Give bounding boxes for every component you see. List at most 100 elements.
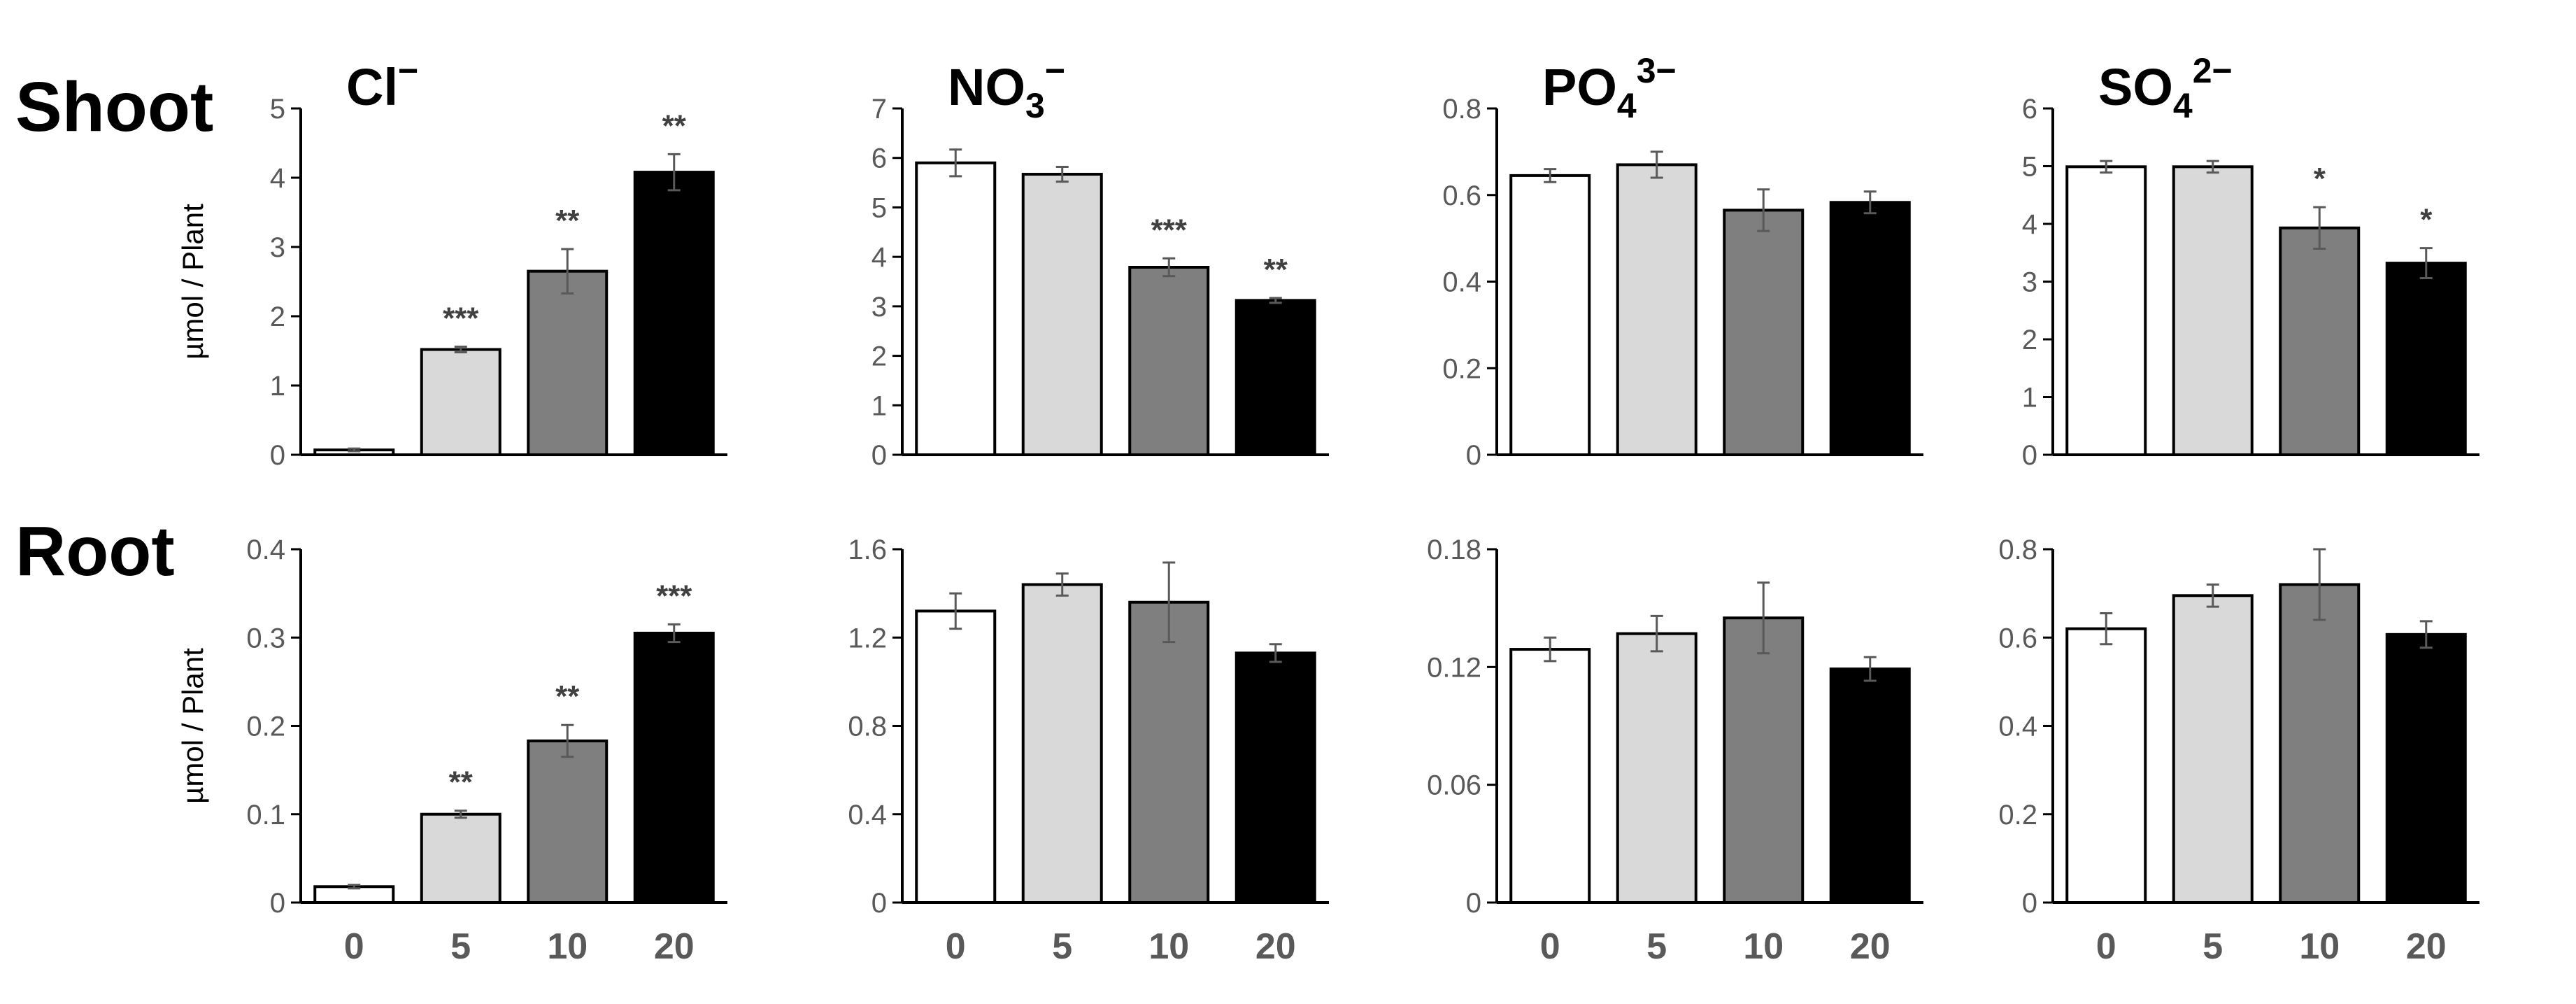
y-tick-label: 0.4	[246, 535, 285, 565]
bar-0	[915, 609, 997, 904]
bar-20	[2385, 632, 2467, 904]
significance-marker: ***	[443, 302, 479, 336]
error-bar	[1269, 297, 1282, 304]
bar-20	[1234, 299, 1316, 456]
y-tick-label: 0	[2022, 440, 2037, 471]
y-tick-label: 3	[270, 232, 285, 263]
y-tick-label: 6	[2022, 94, 2037, 125]
y-axis-label: µmol / Plant	[176, 204, 209, 360]
bar-20	[1234, 651, 1316, 904]
panel-root-2: 0 0.4 0.8 1.2 1.6 0 5 10 20	[848, 535, 1329, 967]
y-tick-label: 2	[871, 341, 887, 372]
panel-title-shoot-1: Cl−	[346, 51, 418, 116]
title-superscript: −	[398, 51, 418, 90]
x-tick-label: 0	[946, 926, 966, 967]
y-tick-label: 5	[270, 94, 285, 125]
y-tick-label: 2	[270, 302, 285, 332]
panel-root-1: 0 0.1 0.2 0.3 0.4 µmol / Plant 0 ** 5 ** 10 *** 20	[176, 535, 727, 967]
y-tick-label: 5	[871, 192, 887, 223]
y-tick-label: 3	[871, 292, 887, 323]
x-tick-label: 10	[2299, 926, 2340, 967]
bar-5	[420, 812, 501, 904]
y-tick-label: 3	[2022, 267, 2037, 298]
error-bar	[348, 447, 361, 453]
title-main: PO	[1542, 58, 1617, 116]
x-tick-label: 5	[1052, 926, 1072, 967]
error-bar	[454, 809, 467, 819]
bar-20	[2385, 262, 2467, 456]
y-tick-label: 0.6	[1442, 181, 1481, 211]
panel-title-shoot-4: SO42−	[2098, 51, 2233, 125]
y-tick-label: 0.18	[1427, 535, 1481, 565]
error-bar	[1544, 168, 1557, 183]
error-bar	[1162, 561, 1176, 644]
significance-marker: ***	[1151, 213, 1188, 247]
title-main: SO	[2098, 58, 2173, 116]
y-tick-label: 0	[270, 888, 285, 919]
y-tick-label: 0.12	[1427, 652, 1481, 683]
bar-10	[1723, 616, 1805, 904]
bar-20	[633, 171, 715, 457]
x-tick-label: 5	[450, 926, 471, 967]
y-tick-label: 0.2	[246, 712, 285, 742]
x-tick-label: 10	[1148, 926, 1189, 967]
y-tick-label: 0.2	[1998, 800, 2037, 830]
bar-0	[915, 161, 997, 457]
y-axis-label: µmol / Plant	[176, 648, 209, 804]
bar-10	[1128, 600, 1210, 904]
error-bar	[1544, 636, 1557, 663]
title-subscript: 4	[1617, 86, 1637, 125]
title-superscript: 3−	[1637, 51, 1677, 90]
row-label-shoot: Shoot	[15, 68, 213, 146]
x-tick-label: 20	[1255, 926, 1296, 967]
significance-marker: **	[662, 108, 687, 143]
panel-title-shoot-2: NO3−	[948, 51, 1065, 125]
x-tick-label: 10	[547, 926, 588, 967]
bar-10	[1723, 208, 1805, 456]
title-superscript: −	[1045, 51, 1065, 90]
y-tick-label: 5	[2022, 152, 2037, 183]
bar-0	[1509, 174, 1591, 456]
bar-0	[1509, 648, 1591, 904]
error-bar	[561, 723, 574, 758]
error-bar	[1055, 165, 1069, 183]
y-tick-label: 0.06	[1427, 770, 1481, 801]
error-bar	[1863, 656, 1877, 682]
x-tick-label: 20	[1850, 926, 1891, 967]
bar-5	[420, 348, 501, 456]
bar-10	[2279, 226, 2361, 456]
error-bar	[1269, 643, 1282, 663]
y-tick-label: 0.3	[246, 623, 285, 653]
y-tick-label: 0	[1466, 440, 1481, 471]
bar-0	[2065, 627, 2147, 904]
error-bar	[667, 623, 681, 644]
error-bar	[2419, 620, 2433, 649]
x-tick-label: 0	[1540, 926, 1560, 967]
error-bar	[1650, 150, 1663, 179]
y-tick-label: 4	[270, 163, 285, 194]
bar-10	[527, 739, 609, 905]
significance-marker: ***	[656, 579, 692, 613]
bar-5	[2172, 594, 2254, 904]
error-bar	[2206, 584, 2219, 608]
error-bar	[667, 153, 681, 192]
bar-20	[1829, 667, 1911, 905]
bar-5	[2172, 165, 2254, 456]
y-tick-label: 0.2	[1442, 353, 1481, 384]
y-tick-label: 1	[871, 390, 887, 421]
error-bar	[348, 884, 361, 890]
y-tick-label: 0.4	[848, 800, 887, 830]
panel-root-3: 0 0.06 0.12 0.18 0 5 10 20	[1427, 535, 1923, 967]
significance-marker: **	[555, 679, 580, 714]
y-tick-label: 0.6	[1998, 623, 2037, 653]
significance-marker: **	[555, 204, 580, 238]
y-tick-label: 0.8	[848, 712, 887, 742]
y-tick-label: 4	[2022, 209, 2037, 240]
panel-shoot-3: PO43− 0 0.2 0.4 0.6 0.8	[1442, 51, 1923, 471]
y-tick-label: 1	[270, 371, 285, 402]
error-bar	[2419, 247, 2433, 280]
y-tick-label: 1	[2022, 383, 2037, 413]
